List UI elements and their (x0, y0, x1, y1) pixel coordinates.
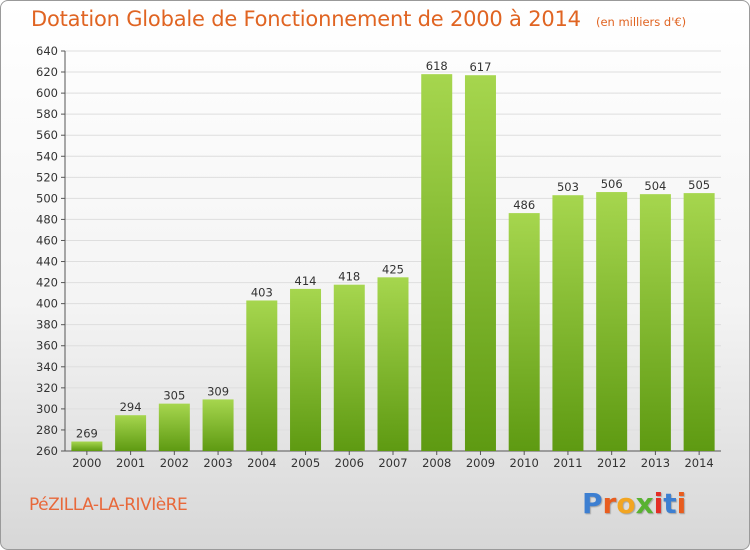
x-tick-label: 2001 (116, 456, 145, 470)
bar (596, 192, 628, 452)
data-label: 503 (557, 180, 579, 194)
bar (508, 213, 540, 451)
bar (377, 277, 409, 451)
bars (71, 74, 715, 452)
y-tick-label: 520 (36, 170, 58, 184)
y-tick-label: 460 (36, 233, 58, 247)
data-label: 618 (426, 59, 448, 73)
y-tick-label: 420 (36, 276, 58, 290)
data-label: 506 (601, 177, 623, 191)
data-label: 486 (513, 198, 535, 212)
bar (158, 403, 190, 451)
y-tick-label: 260 (36, 444, 58, 458)
data-labels: 269 294 305 309 403 414 418 425 618 617 486 503 506 5… (76, 59, 710, 440)
x-tick-label: 2010 (510, 456, 539, 470)
data-label: 425 (382, 262, 404, 276)
bar (115, 415, 147, 451)
bar (683, 193, 715, 451)
chart-title: Dotation Globale de Fonctionnement de 20… (31, 7, 581, 31)
logo-letter: x (635, 487, 654, 520)
y-tick-label: 540 (36, 149, 58, 163)
x-tick-label: 2008 (422, 456, 451, 470)
axes: 260 280 300 320 340 360 380 400 420 440 460 480 500 5… (36, 44, 721, 470)
data-label: 305 (163, 389, 185, 403)
logo-letter: i (676, 487, 687, 520)
logo-letter: r (602, 487, 617, 520)
x-tick-label: 2007 (378, 456, 407, 470)
bar (552, 195, 584, 451)
x-tick-label: 2011 (553, 456, 582, 470)
x-tick-label: 2000 (72, 456, 101, 470)
x-tick-label: 2005 (291, 456, 320, 470)
bar (333, 284, 365, 451)
x-tick-label: 2009 (466, 456, 495, 470)
logo-letter: P (582, 487, 603, 520)
data-label: 403 (251, 285, 273, 299)
y-tick-label: 360 (36, 339, 58, 353)
bar (202, 399, 234, 451)
bar (421, 74, 453, 451)
y-tick-label: 300 (36, 402, 58, 416)
y-tick-label: 320 (36, 381, 58, 395)
y-tick-label: 600 (36, 86, 58, 100)
logo-letter: t (663, 487, 677, 520)
y-tick-label: 580 (36, 107, 58, 121)
logo-letter: i (653, 487, 664, 520)
y-tick-label: 340 (36, 360, 58, 374)
data-label: 504 (644, 179, 666, 193)
data-label: 414 (295, 274, 317, 288)
y-tick-label: 380 (36, 318, 58, 332)
x-tick-label: 2012 (597, 456, 626, 470)
x-tick-label: 2004 (247, 456, 276, 470)
x-tick-label: 2002 (160, 456, 189, 470)
y-tick-label: 440 (36, 255, 58, 269)
y-tick-label: 500 (36, 191, 58, 205)
chart-title-row: Dotation Globale de Fonctionnement de 20… (31, 7, 686, 31)
bar (246, 300, 278, 451)
data-label: 294 (120, 400, 142, 414)
bar (290, 288, 322, 451)
y-tick-label: 640 (36, 44, 58, 58)
x-tick-label: 2014 (684, 456, 713, 470)
commune-name: PéZILLA-LA-RIVIèRE (29, 495, 188, 515)
data-label: 309 (207, 384, 229, 398)
data-label: 269 (76, 427, 98, 441)
x-tick-label: 2006 (335, 456, 364, 470)
y-tick-label: 280 (36, 423, 58, 437)
data-label: 617 (469, 60, 491, 74)
bar (71, 441, 103, 451)
data-label: 505 (688, 178, 710, 192)
y-tick-label: 400 (36, 297, 58, 311)
x-tick-label: 2003 (203, 456, 232, 470)
chart-unit: (en milliers d'€) (595, 15, 687, 29)
proxiti-logo[interactable]: Proxiti (582, 487, 686, 520)
bar (639, 194, 671, 451)
y-tick-label: 480 (36, 212, 58, 226)
bar (464, 75, 496, 452)
x-tick-label: 2013 (641, 456, 670, 470)
y-tick-label: 620 (36, 65, 58, 79)
y-tick-label: 560 (36, 128, 58, 142)
logo-letter: o (616, 487, 636, 520)
data-label: 418 (338, 270, 360, 284)
